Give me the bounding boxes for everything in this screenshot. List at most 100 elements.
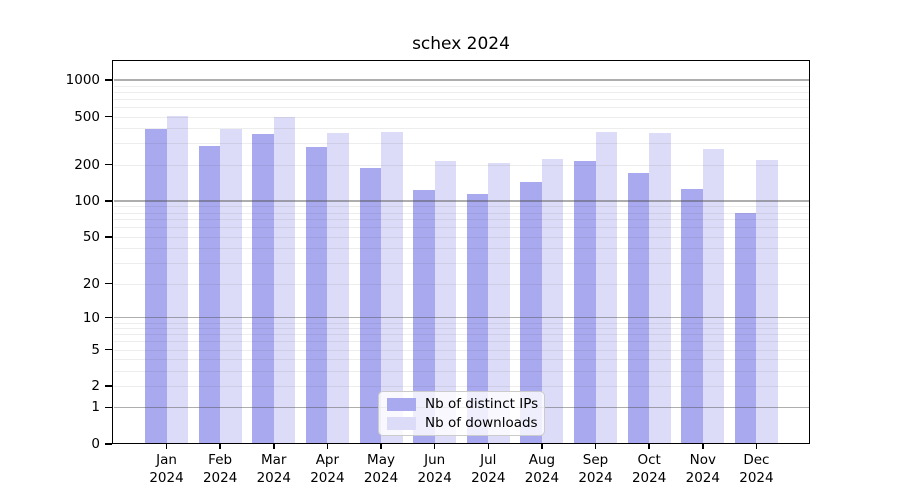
bar-downloads-mar <box>273 117 296 444</box>
minor-gridline-400 <box>114 128 809 130</box>
minor-gridline-80 <box>114 212 809 214</box>
x-tick-jun <box>433 444 436 449</box>
x-label-month: Nov <box>689 452 716 468</box>
minor-gridline-200 <box>114 164 809 166</box>
x-tick-feb <box>219 444 221 449</box>
bar-distinct-ips-may <box>359 168 382 444</box>
x-tick-jul <box>487 444 490 449</box>
y-tick-100 <box>105 200 112 202</box>
legend-entry-distinct-ips: Nb of distinct IPs <box>387 396 544 412</box>
x-label-year: 2024 <box>631 469 667 486</box>
x-tick-label-jul: Jul 2024 <box>456 452 520 487</box>
chart-title: schex 2024 <box>412 34 510 54</box>
minor-gridline-700 <box>114 98 809 100</box>
minor-gridline-60 <box>114 227 809 229</box>
x-tick-label-mar: Mar 2024 <box>242 452 306 487</box>
bar-downloads-nov <box>702 149 725 444</box>
bar-downloads-aug <box>541 158 564 444</box>
y-tick-label-1: 1 <box>91 399 100 416</box>
legend-entry-downloads: Nb of downloads <box>387 415 544 431</box>
bar-downloads-sep <box>595 132 618 444</box>
x-label-year: 2024 <box>685 469 720 486</box>
y-tick-50 <box>105 236 112 238</box>
x-label-year: 2024 <box>202 469 238 486</box>
minor-gridline-800 <box>114 91 809 93</box>
minor-gridline-3 <box>114 370 809 372</box>
x-label-month: Jul <box>480 452 497 468</box>
x-tick-label-nov: Nov 2024 <box>671 452 735 487</box>
legend-label-downloads: Nb of downloads <box>425 415 538 431</box>
major-gridline-1000 <box>114 79 809 81</box>
bar-downloads-feb <box>220 129 242 444</box>
x-tick-may <box>380 444 382 449</box>
y-tick-10 <box>105 316 112 319</box>
y-tick-label-5: 5 <box>91 341 100 358</box>
y-tick-label-0: 0 <box>91 436 100 452</box>
x-label-month: Mar <box>261 452 287 468</box>
x-label-year: 2024 <box>417 469 452 486</box>
x-tick-label-feb: Feb 2024 <box>188 452 252 487</box>
bar-downloads-dec <box>756 160 778 444</box>
y-tick-label-10: 10 <box>82 309 100 326</box>
minor-gridline-30 <box>114 263 809 265</box>
x-label-year: 2024 <box>471 469 506 486</box>
x-tick-nov <box>702 444 704 449</box>
y-tick-label-20: 20 <box>82 275 100 292</box>
y-tick-label-1000: 1000 <box>65 72 100 89</box>
y-tick-2 <box>105 385 112 387</box>
bar-downloads-oct <box>649 133 671 444</box>
x-label-year: 2024 <box>256 469 291 486</box>
minor-gridline-9 <box>114 322 809 324</box>
x-tick-label-oct: Oct 2024 <box>617 452 681 487</box>
x-label-month: Jan <box>156 452 177 468</box>
x-label-month: Oct <box>637 452 661 468</box>
x-tick-label-may: May 2024 <box>349 452 413 487</box>
x-label-month: Apr <box>315 452 340 468</box>
x-tick-mar <box>273 444 275 449</box>
minor-gridline-600 <box>114 106 809 108</box>
x-label-month: Dec <box>743 452 770 468</box>
legend: Nb of distinct IPs Nb of downloads <box>378 391 545 436</box>
bar-distinct-ips-dec <box>734 212 757 444</box>
x-tick-dec <box>755 444 758 449</box>
x-label-year: 2024 <box>363 469 399 486</box>
x-tick-jan <box>165 444 168 449</box>
x-label-year: 2024 <box>524 469 560 486</box>
bar-distinct-ips-nov <box>681 188 703 444</box>
x-tick-label-jan: Jan 2024 <box>135 452 199 487</box>
x-label-year: 2024 <box>739 469 774 486</box>
x-tick-sep <box>594 444 597 449</box>
bar-distinct-ips-sep <box>574 160 596 444</box>
minor-gridline-50 <box>114 236 809 238</box>
x-tick-label-jun: Jun 2024 <box>403 452 467 487</box>
x-tick-label-apr: Apr 2024 <box>295 452 359 487</box>
x-tick-label-dec: Dec 2024 <box>724 452 788 487</box>
y-tick-200 <box>105 163 112 166</box>
x-label-month: Feb <box>208 452 233 468</box>
x-label-month: Jun <box>424 452 446 468</box>
x-label-year: 2024 <box>149 469 184 486</box>
y-tick-20 <box>105 282 112 285</box>
bar-distinct-ips-aug <box>520 182 542 444</box>
legend-swatch-ips <box>387 397 416 411</box>
x-tick-aug <box>541 444 543 449</box>
x-label-year: 2024 <box>310 469 345 486</box>
minor-gridline-20 <box>114 283 809 285</box>
y-tick-label-500: 500 <box>74 108 100 125</box>
minor-gridline-40 <box>114 248 809 250</box>
bar-downloads-jul <box>488 163 510 444</box>
major-gridline-100 <box>114 200 809 202</box>
x-label-month: Sep <box>582 452 609 468</box>
y-tick-1000 <box>105 79 112 81</box>
bar-distinct-ips-feb <box>198 146 221 444</box>
y-tick-label-100: 100 <box>74 192 100 209</box>
y-tick-label-200: 200 <box>74 156 100 173</box>
minor-gridline-6 <box>114 341 809 343</box>
plot-area <box>112 60 810 444</box>
bar-distinct-ips-oct <box>627 172 650 444</box>
x-label-month: May <box>367 452 395 468</box>
y-tick-0 <box>105 443 112 445</box>
minor-gridline-2 <box>114 386 809 388</box>
legend-swatch-downloads <box>387 416 416 430</box>
